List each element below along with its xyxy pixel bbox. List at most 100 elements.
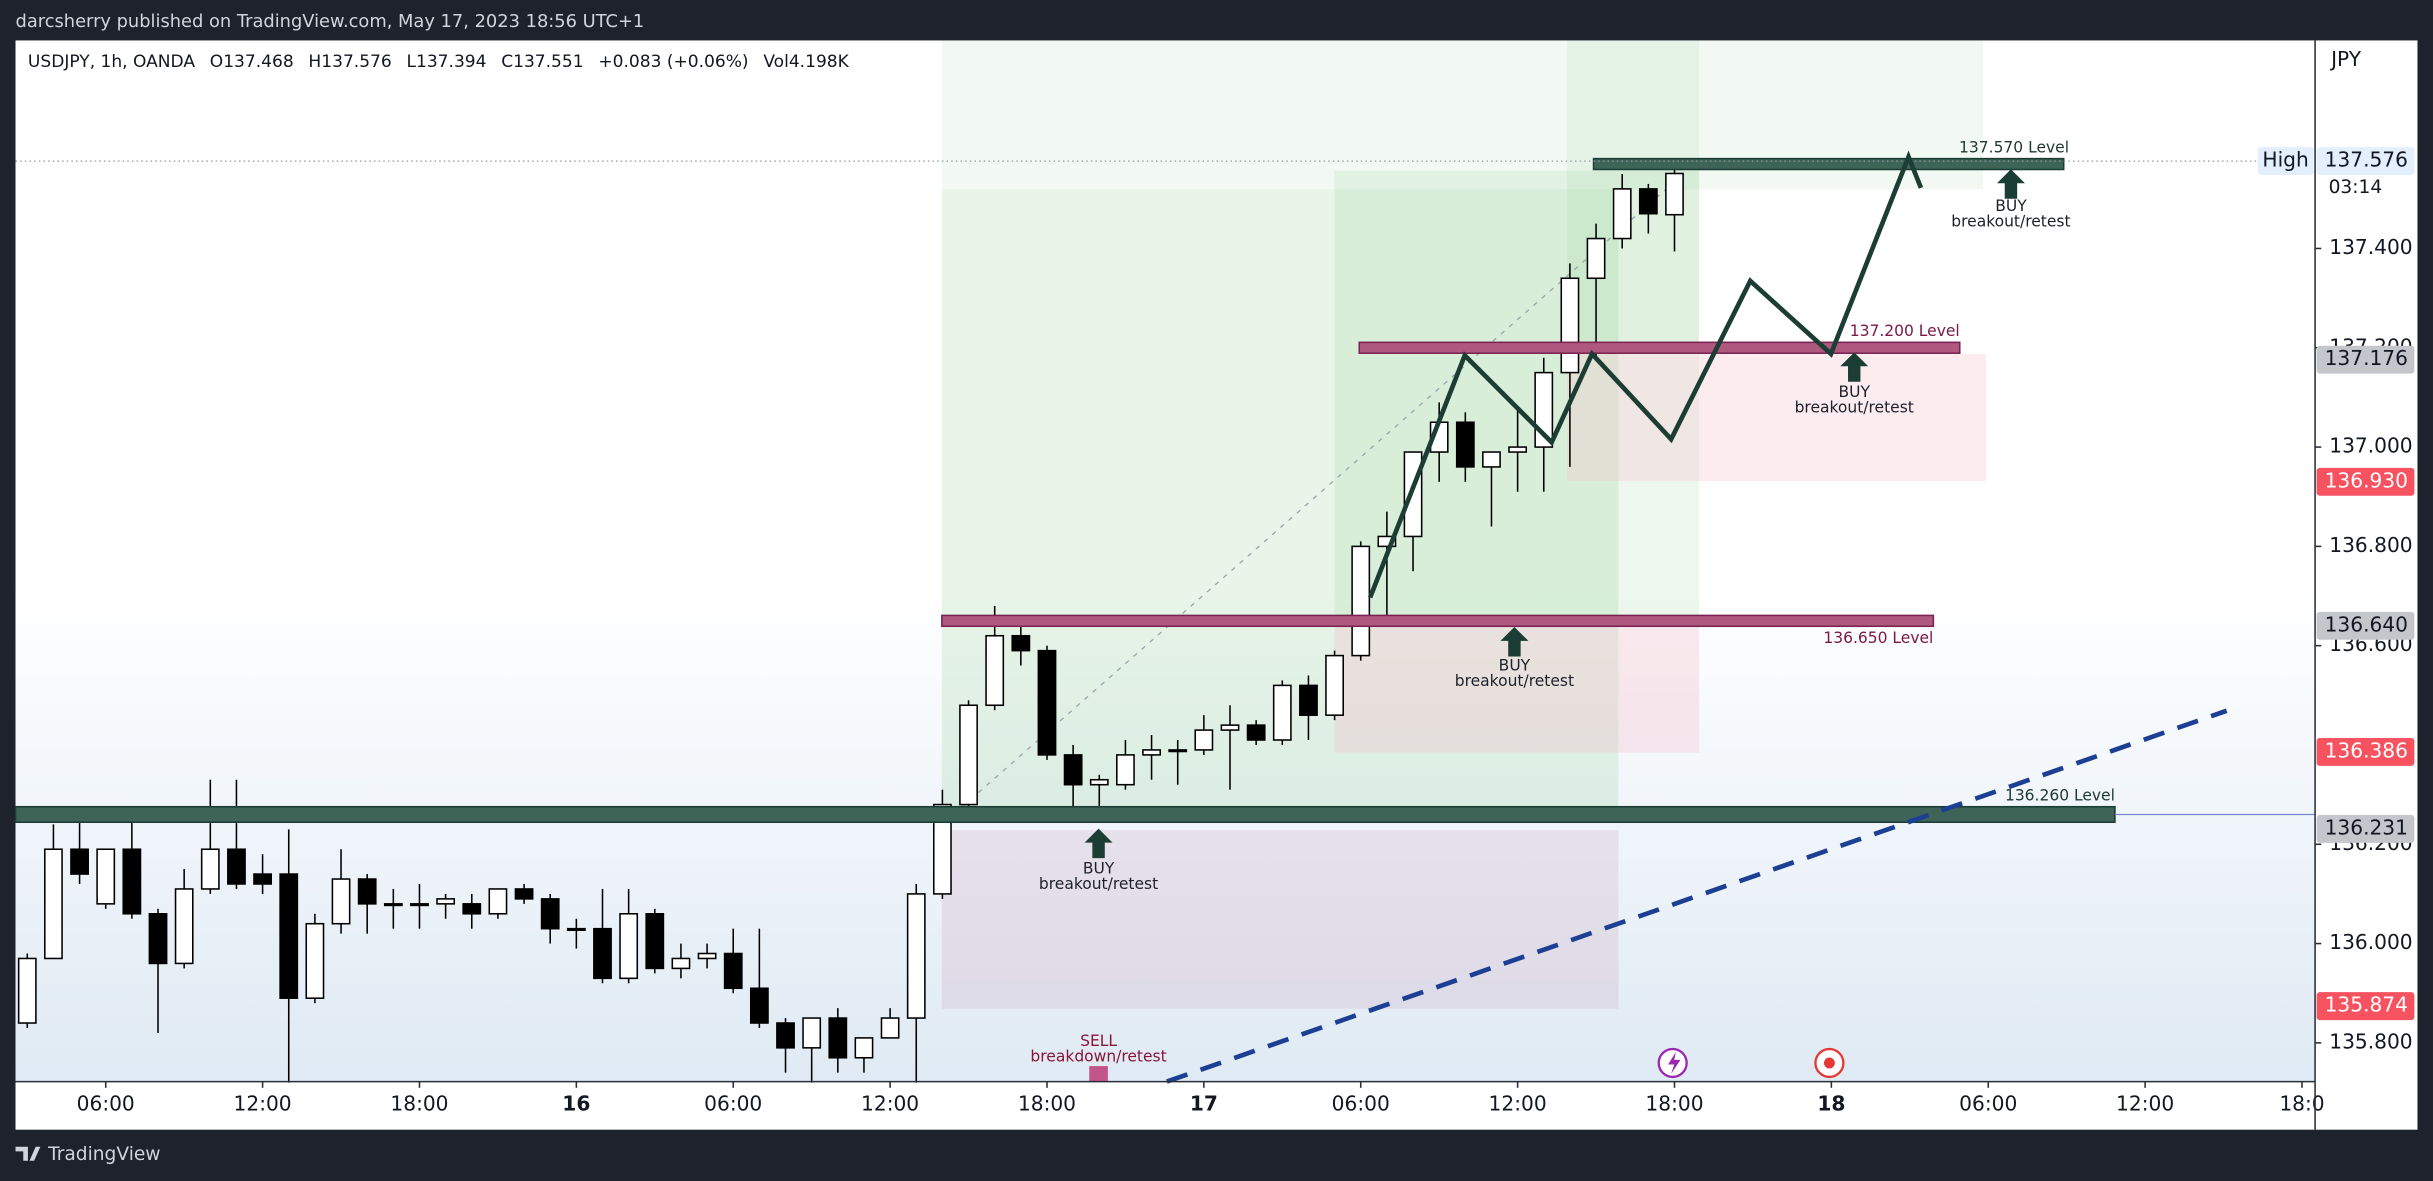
x-tick-label: 18:00 [1645,1091,1703,1115]
level-label: 137.570 Level [1959,138,2069,156]
candle-body [1011,634,1031,652]
candle-body [566,927,586,932]
x-tick-label: 06:00 [1959,1091,2017,1115]
diagonal-guide [961,173,1684,808]
candle-body [593,927,612,980]
candle-body [462,903,482,915]
candle-body [1612,188,1632,240]
sell-marker [1089,1066,1108,1082]
background-tint [15,589,2316,1082]
annotation-action: BUY [1499,656,1531,674]
candle-body [1272,684,1292,741]
arrow-up [1084,828,1113,859]
candle-body [279,873,299,999]
candle-body [1142,749,1161,756]
frame-edge [2417,40,2433,1130]
candle-body [410,903,429,907]
legend-close: C137.551 [501,52,583,72]
legend-change: +0.083 (+0.06%) [598,52,748,72]
candle-body [723,952,743,990]
candle-body [1089,778,1109,786]
candles [17,161,1684,1083]
candle-body [1586,237,1606,280]
x-tick-label: 12:00 [234,1091,292,1115]
candle-body [1665,172,1684,216]
arrow-up [1996,169,2025,199]
candle-body [1325,654,1344,716]
price-tag [2316,345,2415,374]
candle-body [1299,684,1318,716]
price-tag [2316,147,2415,176]
candle-body [488,888,508,915]
price-tags: 137.576 137.176 136.930 136.640 136.386 136.2… [2257,147,2415,1021]
trendline [1166,708,2228,1084]
candle-body [1220,724,1240,731]
annotation-text: breakout/retest [1455,672,1574,690]
candle-body [1037,649,1057,756]
x-tick-label: 12:00 [2116,1091,2174,1115]
candle-body [645,913,665,970]
price-tag-label: 136.231 [2325,815,2408,839]
candle-body [1116,754,1135,786]
annotation: BUY breakout/retest [1039,828,1158,893]
candle-body [200,848,220,890]
annotation-text: breakout/retest [1039,875,1158,893]
candle-body [880,1017,900,1039]
candle-body [540,898,560,930]
price-tag-label: 136.930 [2325,468,2408,492]
candle-body [253,873,273,885]
currency: JPY [2329,47,2362,71]
x-tick-label: 18 [1817,1091,1845,1115]
x-tick-label: 18:00 [390,1091,448,1115]
candle-body [1246,724,1266,741]
arrow-up [1500,626,1529,657]
candle-body [305,922,325,999]
x-tick-label: 06:00 [704,1091,762,1115]
zone [1334,170,1700,626]
level-label: 136.260 Level [2005,786,2115,804]
candle-body [854,1037,874,1059]
y-tick-label: 137.400 [2329,235,2412,259]
price-tag-label: 137.576 [2325,148,2408,172]
annotation-text: breakout/retest [1951,212,2070,230]
legend-high: H137.576 [308,52,391,72]
y-tick-label: 137.000 [2329,434,2412,458]
candle-body [619,913,639,980]
annotation-action: BUY [1995,197,2027,215]
candle-body [985,634,1005,707]
price-tag-label: 136.640 [2325,612,2408,636]
candle-body [227,848,246,885]
legend-symbol: USDJPY, 1h, OANDA [28,52,195,72]
candle-body [331,878,351,925]
high-label: High [2262,148,2308,172]
publisher: darcsherry published on TradingView.com,… [16,11,645,32]
candle-body [1403,451,1423,538]
candle-body [357,878,377,905]
projection-path [1367,150,1924,599]
candle-body [1482,451,1501,468]
candle-body [1560,277,1580,374]
annotation: BUY breakout/retest [1951,169,2071,230]
candle-body [1351,545,1371,657]
price-tag-label: 135.874 [2325,993,2408,1017]
x-tick-label: 18:00 [1018,1091,1076,1115]
candle-body [148,913,168,965]
level-band [1592,157,2065,171]
candle-body [174,888,194,965]
level-label: 137.200 Level [1850,322,1960,340]
legend-open: O137.468 [210,52,294,72]
annotation-action: BUY [1839,383,1871,401]
brand: TradingView [47,1144,160,1165]
candle-body [671,957,691,970]
candle-body [17,957,37,1024]
annotation-text: breakdown/retest [1030,1047,1166,1065]
candle-body [383,903,403,907]
candle-body [1194,729,1214,751]
annotation-action: SELL [1080,1032,1117,1050]
price-tag [2316,737,2415,766]
candle-body [122,848,142,915]
level-band [941,614,1935,628]
level-band [1358,341,1961,354]
